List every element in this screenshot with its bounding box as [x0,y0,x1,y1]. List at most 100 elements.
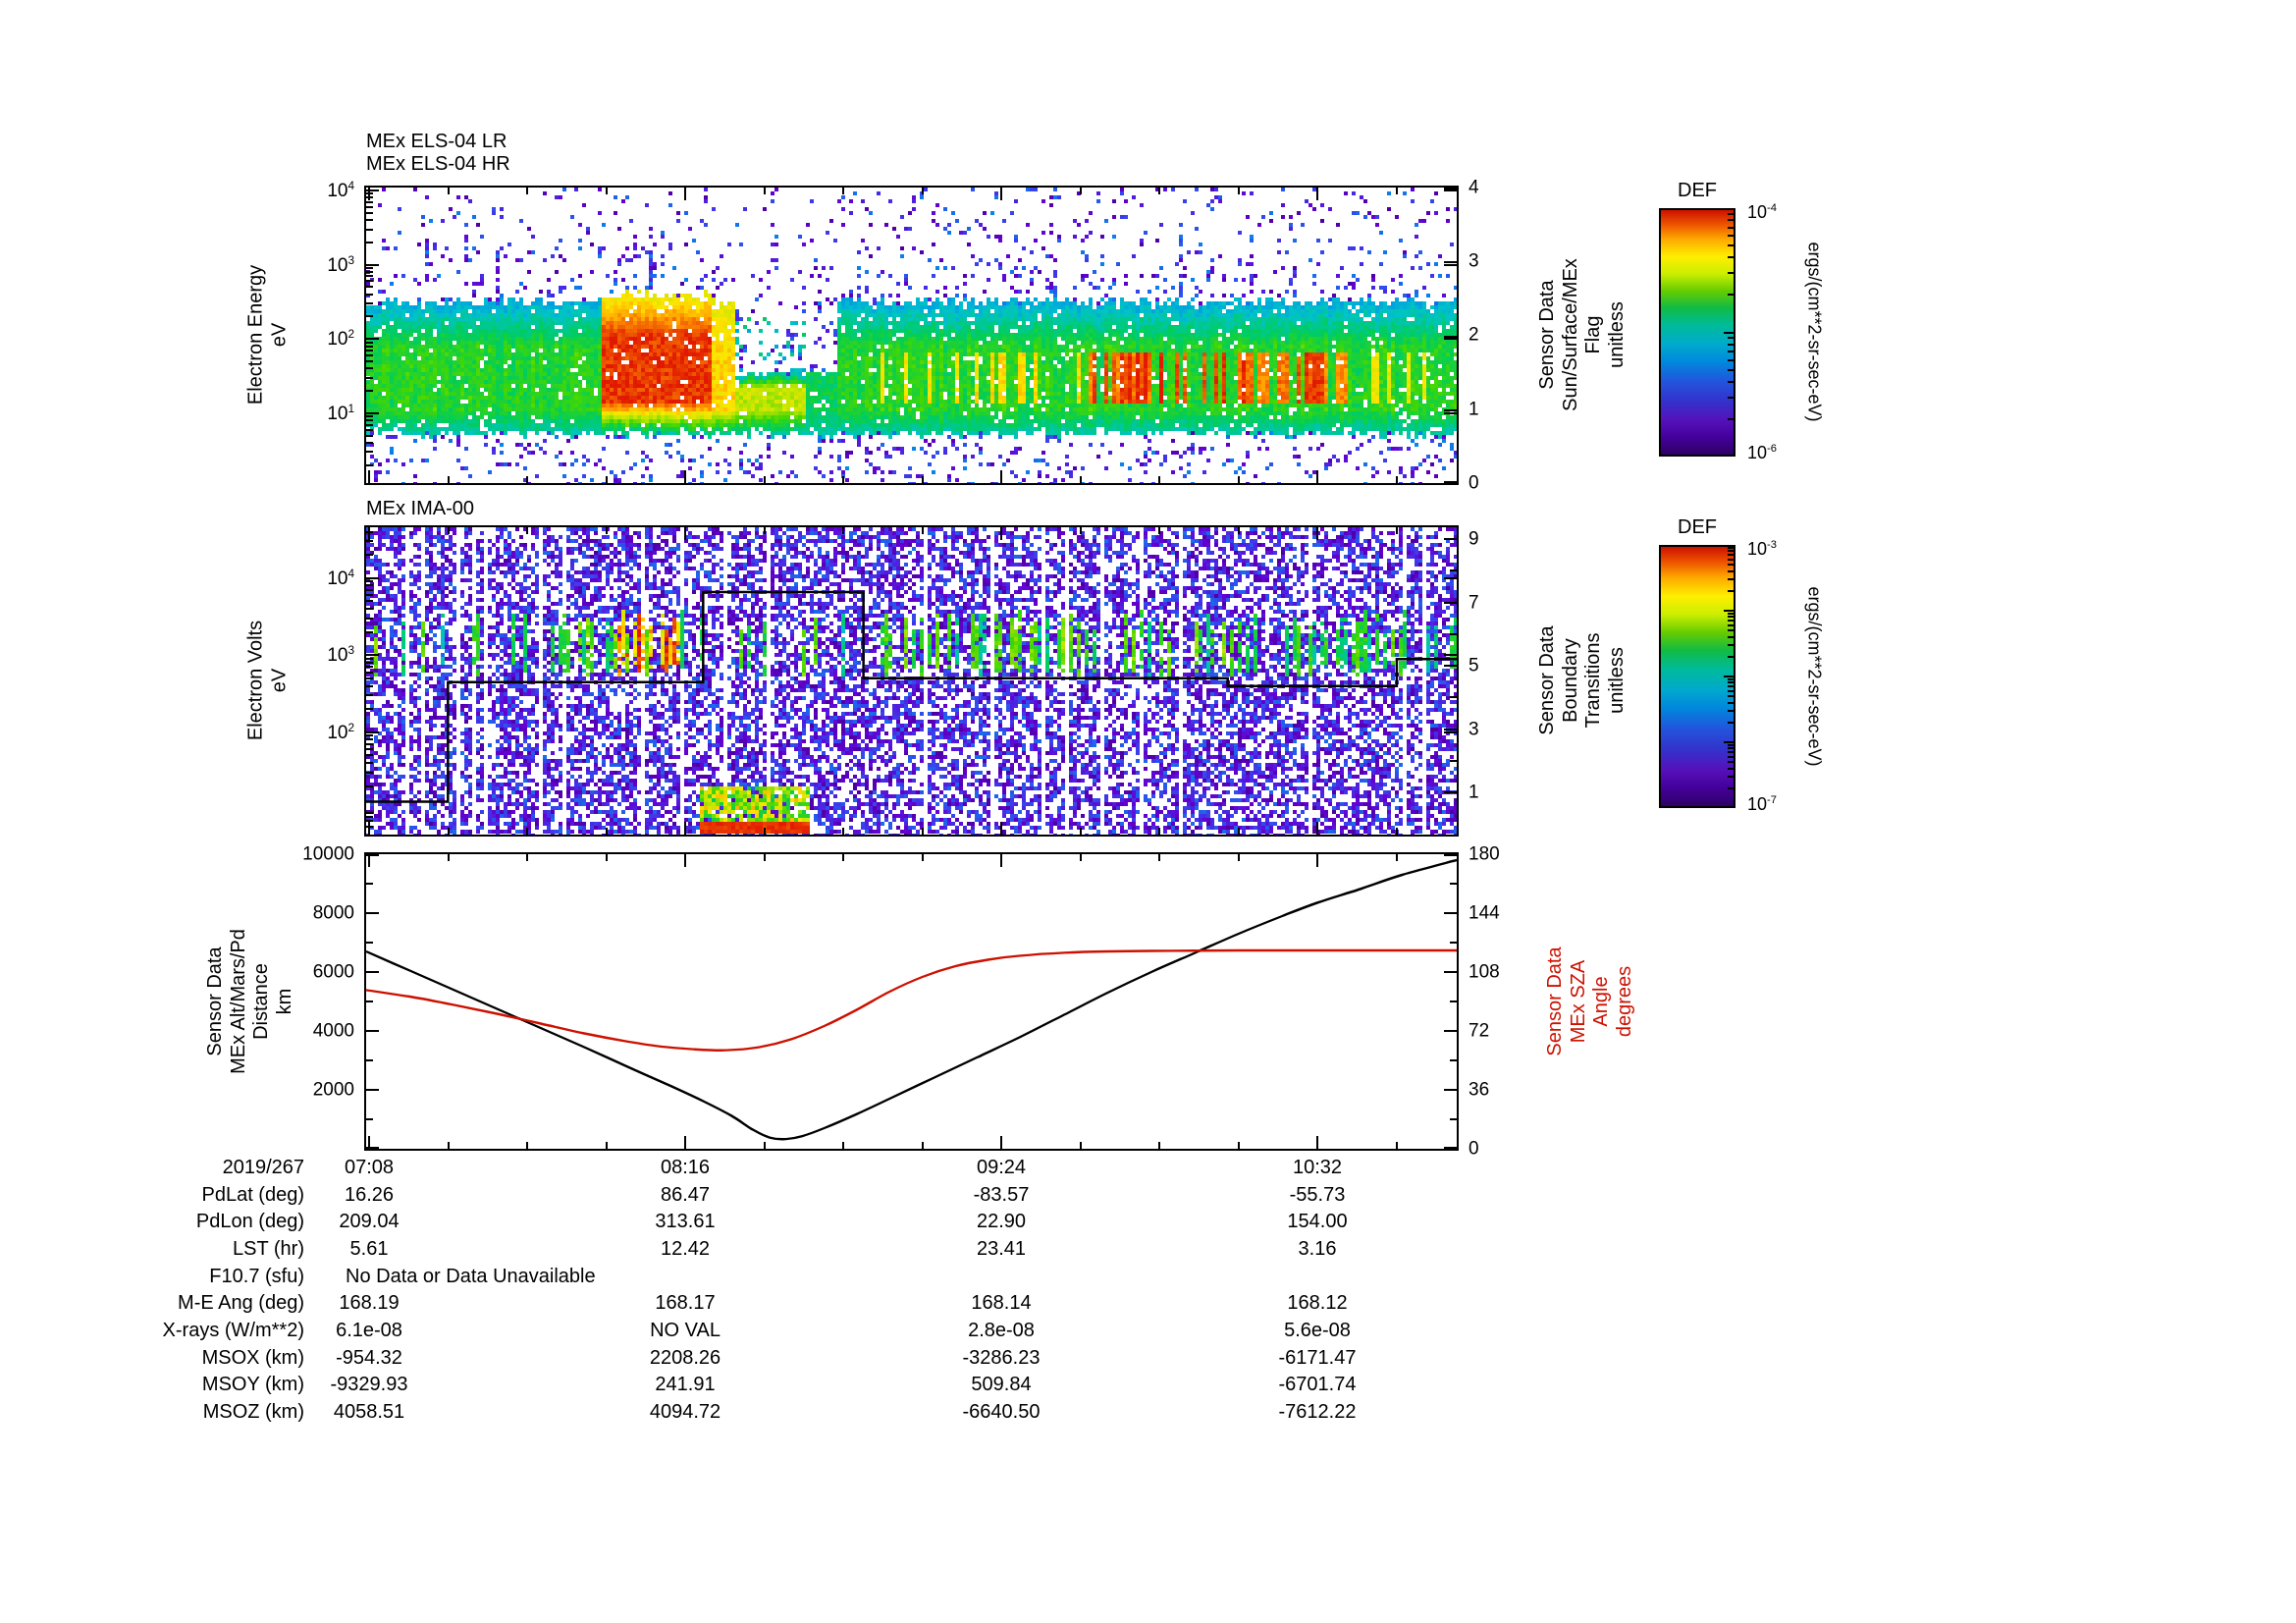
table-cell: 4058.51 [333,1401,405,1423]
axis-tick [366,854,379,856]
traj-km-tick-label: 4000 [312,1020,354,1042]
axis-tick [1444,1089,1457,1091]
axis-tick [1316,822,1318,835]
axis-tick [922,476,924,483]
axis-tick [1728,616,1734,618]
axis-tick [1728,776,1734,778]
axis-tick [764,188,766,194]
axis-tick [842,527,844,534]
axis-tick [1450,1118,1457,1120]
axis-tick [366,294,373,296]
axis-tick [366,435,373,437]
axis-tick [1444,577,1457,579]
axis-tick [1158,1142,1160,1149]
axis-tick [366,772,373,774]
axis-tick [1728,227,1734,229]
axis-tick [1316,1136,1318,1149]
axis-tick [366,531,373,533]
axis-tick [366,212,373,214]
axis-tick [366,342,373,344]
axis-tick [1728,761,1734,763]
axis-tick [1724,455,1734,457]
axis-tick [366,302,373,304]
axis-tick [1728,629,1734,631]
ima-colorbar-title: DEF [1678,516,1717,538]
axis-tick [1728,359,1734,361]
axis-tick [1728,702,1734,704]
traj-km-tick-label: 6000 [312,961,354,983]
table-cell: 07:08 [344,1157,395,1178]
axis-tick [1724,676,1734,677]
axis-tick [1728,722,1734,724]
table-cell: 509.84 [971,1374,1032,1395]
ima-boundary-tick-label: 9 [1468,528,1479,550]
table-cell: 08:16 [660,1157,711,1178]
axis-tick [1728,620,1734,622]
traj-deg-tick-label: 180 [1468,843,1500,865]
axis-tick [1728,578,1734,580]
axis-tick [366,666,373,668]
table-row-label: MSOX (km) [201,1347,304,1369]
els-flag-tick-label: 1 [1468,399,1479,420]
axis-tick [842,476,844,483]
els-title-hr: MEx ELS-04 HR [366,153,510,175]
axis-tick [366,429,373,431]
els-colorbar-title: DEF [1678,180,1717,201]
table-cell: 5.6e-08 [1284,1320,1351,1341]
axis-tick [684,822,686,835]
axis-tick [922,527,924,534]
els-right-axis-label: Sensor Data Sun/Surface/MEx Flag unitless [1535,258,1628,411]
axis-tick [366,206,373,208]
axis-tick [1728,787,1734,789]
axis-tick [366,360,373,362]
axis-tick [366,672,373,674]
axis-tick [366,738,373,740]
axis-tick [1728,418,1734,420]
axis-tick [1728,644,1734,646]
axis-tick [1238,854,1240,861]
axis-tick [1728,351,1734,352]
axis-tick [1450,883,1457,885]
axis-tick [366,219,373,221]
axis-tick [1728,564,1734,566]
axis-tick [366,826,373,828]
axis-tick [1450,760,1457,762]
axis-tick [366,685,373,687]
traj-deg-tick-label: 144 [1468,902,1500,924]
axis-tick [1728,570,1734,572]
axis-tick [1158,854,1160,861]
axis-tick [1728,550,1734,552]
axis-tick [1728,235,1734,237]
axis-tick [1728,636,1734,638]
table-cell: NO VAL [650,1320,721,1341]
axis-tick [366,196,373,198]
ima-boundary-tick-label: 1 [1468,782,1479,803]
ima-right-axis-label: Sensor Data Boundary Transitions unitless [1535,625,1628,735]
axis-tick [1238,188,1240,194]
axis-tick [1396,527,1398,534]
axis-tick [1316,470,1318,483]
axis-tick [764,476,766,483]
axis-tick [1396,854,1398,861]
axis-tick [1444,336,1457,338]
axis-tick [448,188,450,194]
axis-tick [366,280,373,282]
axis-tick [366,577,379,579]
table-cell: 241.91 [655,1374,716,1395]
axis-tick [1444,538,1457,540]
axis-tick [448,828,450,835]
axis-tick [606,527,608,534]
axis-tick [526,188,528,194]
axis-tick [842,188,844,194]
axis-tick [366,354,373,356]
table-cell: -954.32 [336,1347,402,1369]
axis-tick [1444,912,1457,914]
axis-tick [366,589,373,591]
axis-tick [366,415,373,417]
axis-tick [366,390,373,392]
axis-tick [1728,381,1734,383]
traj-left-axis-label: Sensor Data MEx Alt/Mars/Pd Distance km [203,929,295,1074]
table-cell: -9329.93 [330,1374,408,1395]
axis-tick [1396,1142,1398,1149]
ima-ytick-label: 102 [327,721,354,744]
